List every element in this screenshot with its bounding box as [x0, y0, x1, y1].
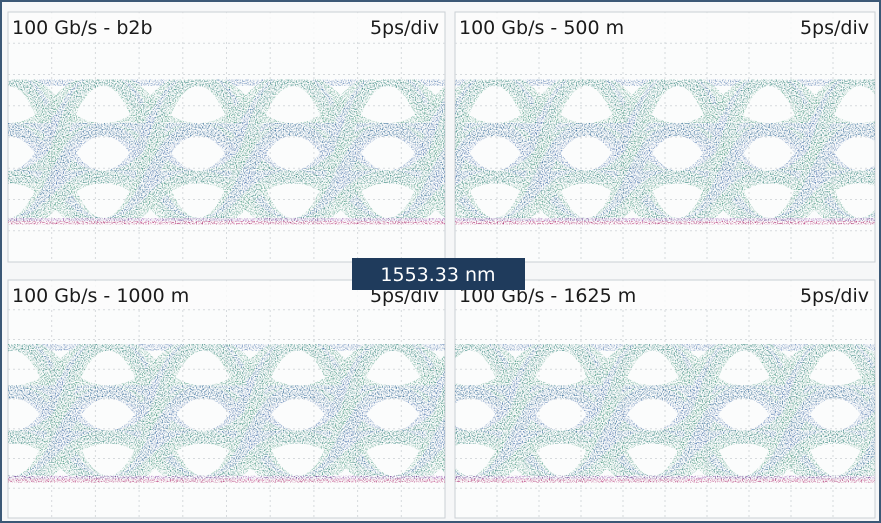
center-label-box: [352, 258, 525, 290]
eye-trace: [455, 73, 497, 156]
label-backdrop: [456, 281, 874, 309]
panel-title: 100 Gb/s - 500 m: [459, 17, 624, 39]
panel-title: 100 Gb/s - 1625 m: [459, 285, 636, 307]
panel-scale: 5ps/div: [370, 17, 439, 39]
eye-pattern: [455, 337, 875, 489]
panel-scale: 5ps/div: [370, 285, 439, 307]
eye-trace: [455, 385, 471, 404]
eye-pattern: [455, 72, 875, 232]
eye-trace: [455, 430, 471, 446]
panel-scale: 5ps/div: [800, 17, 869, 39]
eye-panel: 100 Gb/s - 500 m 5ps/div: [454, 11, 876, 263]
label-backdrop: [456, 13, 874, 41]
label-backdrop: [9, 13, 444, 41]
eye-trace: [834, 430, 875, 464]
eye-trace: [834, 385, 875, 440]
panel-scale: 5ps/div: [800, 285, 869, 307]
eye-pattern: [8, 72, 445, 232]
eye-panel: 100 Gb/s - 1625 m 5ps/div: [454, 279, 876, 519]
panel-title: 100 Gb/s - 1000 m: [12, 285, 189, 307]
eye-trace: [455, 123, 496, 181]
panels: 100 Gb/s - b2b 5ps/div 100 Gb/s - 500 m 5ps…: [7, 11, 876, 519]
eye-trace: [859, 170, 875, 186]
center-label: 1553.33 nm: [380, 264, 495, 286]
eye-trace: [455, 170, 496, 205]
eye-trace: [859, 123, 875, 142]
eye-panel: 100 Gb/s - 1000 m 5ps/div: [7, 279, 446, 519]
eye-panel: 100 Gb/s - b2b 5ps/div: [7, 11, 446, 263]
eye-trace: [834, 337, 875, 417]
panel-title: 100 Gb/s - b2b: [12, 17, 153, 39]
eye-pattern: [8, 337, 445, 489]
